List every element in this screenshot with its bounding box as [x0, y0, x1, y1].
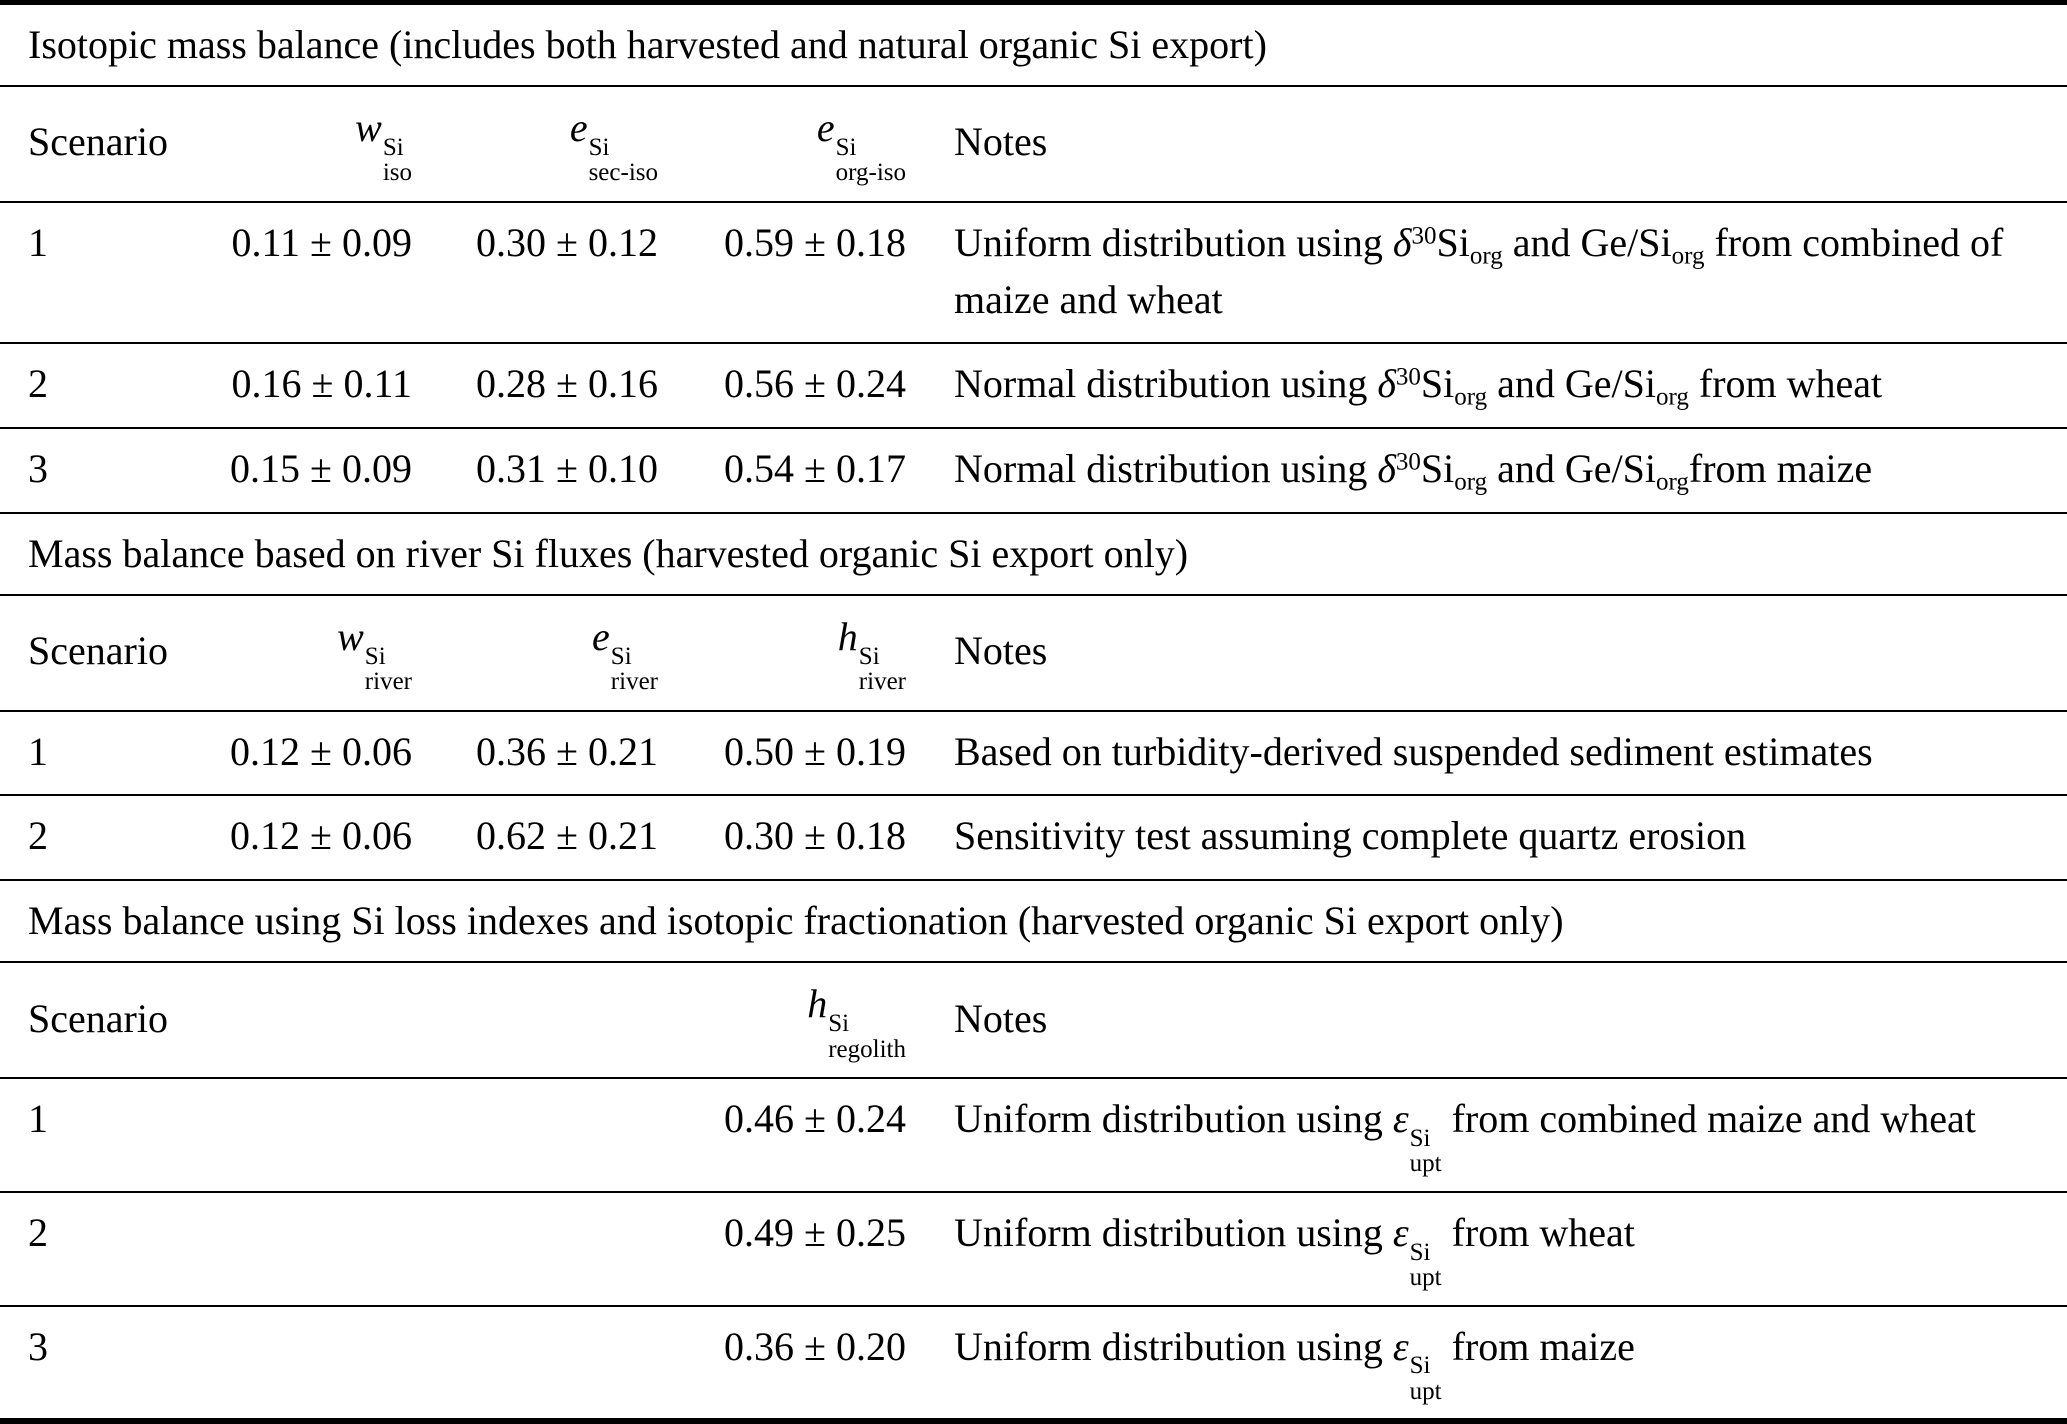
- col-header-empty: [200, 1006, 412, 1034]
- scenario-cell: 3: [28, 446, 48, 492]
- value-cell: [412, 1079, 658, 1191]
- value-cell: 0.30 ± 0.12: [476, 219, 658, 265]
- value-cell: 0.30 ± 0.18: [724, 813, 906, 859]
- col-header-e-si-sec-iso: e Si sec-iso: [569, 105, 658, 187]
- scenario-cell: 1: [28, 1096, 48, 1142]
- scenario-cell: 3: [28, 1323, 48, 1369]
- col-header-scenario: Scenario: [28, 628, 168, 674]
- table-row: 1 0.12 ± 0.06 0.36 ± 0.21 0.50 ± 0.19 Ba…: [0, 712, 2067, 797]
- col-header-scenario: Scenario: [28, 995, 168, 1041]
- value-cell: 0.28 ± 0.16: [476, 361, 658, 407]
- note-cell: Uniform distribution using δ30Siorg and …: [954, 219, 2004, 322]
- note-cell: Normal distribution using δ30Siorg and G…: [954, 446, 1873, 496]
- col-header-h-si-river: h Si river: [837, 613, 906, 696]
- value-cell: 0.16 ± 0.11: [231, 361, 412, 407]
- scenario-cell: 1: [28, 219, 48, 265]
- table-row: 2 0.49 ± 0.25 Uniform distribution using…: [0, 1193, 2067, 1307]
- note-cell: Uniform distribution using ε Si upt from w…: [954, 1209, 1635, 1292]
- col-header-e-si-river: e Si river: [592, 613, 658, 696]
- value-cell: 0.62 ± 0.21: [476, 813, 658, 859]
- col-header-h-si-regolith: h Si regolith: [807, 981, 906, 1063]
- note-cell: Normal distribution using δ30Siorg and G…: [954, 361, 1883, 411]
- table-row: 3 0.15 ± 0.09 0.31 ± 0.10 0.54 ± 0.17 No…: [0, 429, 2067, 514]
- col-header-notes: Notes: [954, 119, 1048, 165]
- section-si-loss-indexes: Mass balance using Si loss indexes and i…: [0, 881, 2067, 1418]
- column-header-row: Scenario w Si river e Si river h Si river Note…: [0, 596, 2067, 712]
- note-cell: Uniform distribution using ε Si upt from c…: [954, 1096, 1976, 1178]
- value-cell: 0.46 ± 0.24: [724, 1096, 906, 1142]
- scenario-cell: 2: [28, 1209, 48, 1255]
- section-isotopic-mass-balance: Isotopic mass balance (includes both har…: [0, 5, 2067, 514]
- note-cell: Sensitivity test assuming complete quart…: [954, 813, 1747, 859]
- column-header-row: Scenario w Si iso e Si sec-iso e Si org-iso No…: [0, 87, 2067, 203]
- table-row: 2 0.12 ± 0.06 0.62 ± 0.21 0.30 ± 0.18 Se…: [0, 796, 2067, 882]
- value-cell: 0.31 ± 0.10: [476, 446, 658, 492]
- value-cell: 0.12 ± 0.06: [230, 813, 412, 859]
- value-cell: [200, 1307, 412, 1419]
- value-cell: 0.56 ± 0.24: [724, 361, 906, 407]
- section-title: Isotopic mass balance (includes both har…: [0, 5, 2067, 87]
- value-cell: [412, 1307, 658, 1419]
- col-header-scenario: Scenario: [28, 119, 168, 165]
- value-cell: 0.36 ± 0.21: [476, 728, 658, 774]
- table-row: 1 0.11 ± 0.09 0.30 ± 0.12 0.59 ± 0.18 Un…: [0, 203, 2067, 345]
- value-cell: 0.15 ± 0.09: [230, 446, 412, 492]
- note-cell: Uniform distribution using ε Si upt from m…: [954, 1323, 1635, 1405]
- table-row: 1 0.46 ± 0.24 Uniform distribution using…: [0, 1079, 2067, 1193]
- value-cell: 0.50 ± 0.19: [724, 728, 906, 774]
- section-title: Mass balance using Si loss indexes and i…: [0, 881, 2067, 964]
- value-cell: 0.11 ± 0.09: [231, 219, 412, 265]
- scenario-cell: 2: [28, 361, 48, 407]
- scenario-cell: 1: [28, 728, 48, 774]
- value-cell: 0.54 ± 0.17: [724, 446, 906, 492]
- column-header-row: Scenario h Si regolith Notes: [0, 963, 2067, 1080]
- col-header-w-si-iso: w Si iso: [355, 105, 412, 187]
- value-cell: [200, 1193, 412, 1305]
- col-header-w-si-river: w Si river: [337, 613, 412, 696]
- col-header-notes: Notes: [954, 628, 1048, 674]
- value-cell: 0.49 ± 0.25: [724, 1209, 906, 1255]
- value-cell: [200, 1079, 412, 1191]
- note-cell: Based on turbidity-derived suspended sed…: [954, 728, 1873, 774]
- col-header-e-si-org-iso: e Si org-iso: [816, 105, 906, 187]
- table-row: 3 0.36 ± 0.20 Uniform distribution using…: [0, 1307, 2067, 1419]
- value-cell: [412, 1193, 658, 1305]
- scenario-cell: 2: [28, 813, 48, 859]
- col-header-empty: [412, 1006, 658, 1034]
- col-header-notes: Notes: [954, 995, 1048, 1041]
- section-title: Mass balance based on river Si fluxes (h…: [0, 514, 2067, 596]
- value-cell: 0.36 ± 0.20: [724, 1323, 906, 1369]
- value-cell: 0.12 ± 0.06: [230, 728, 412, 774]
- value-cell: 0.59 ± 0.18: [724, 219, 906, 265]
- section-river-si-fluxes: Mass balance based on river Si fluxes (h…: [0, 514, 2067, 882]
- table-row: 2 0.16 ± 0.11 0.28 ± 0.16 0.56 ± 0.24 No…: [0, 344, 2067, 430]
